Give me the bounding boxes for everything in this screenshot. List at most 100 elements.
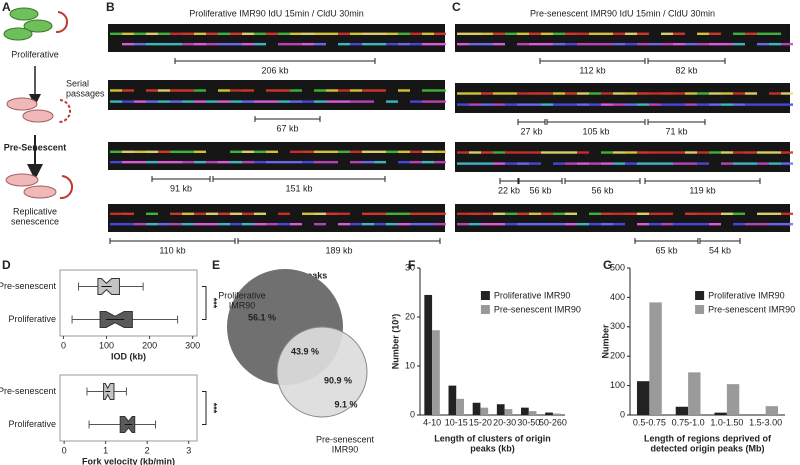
fiber-strand bbox=[218, 160, 230, 164]
fiber-strand bbox=[362, 100, 374, 103]
bar bbox=[528, 411, 537, 415]
scale-label: 112 kb bbox=[579, 65, 605, 75]
fiber-strand bbox=[302, 32, 314, 35]
fiber-strand bbox=[290, 150, 302, 153]
fiber-strand bbox=[529, 212, 541, 215]
fiber-strand bbox=[230, 222, 242, 226]
fiber-strand bbox=[481, 103, 493, 106]
fiber-strand bbox=[541, 212, 553, 215]
fiber-strand bbox=[206, 222, 218, 226]
fiber-strand bbox=[194, 32, 206, 35]
fiber-strand bbox=[469, 212, 481, 215]
fiber-strand bbox=[302, 160, 314, 164]
fiber-strand bbox=[601, 103, 613, 106]
fiber-strand bbox=[242, 42, 254, 46]
y-tick-label: 100 bbox=[610, 380, 625, 390]
fiber-strand bbox=[242, 32, 254, 35]
fiber-strand bbox=[733, 32, 745, 35]
fiber-strand bbox=[625, 92, 637, 95]
fiber-strand bbox=[517, 162, 529, 165]
fiber-strand bbox=[541, 222, 553, 226]
bar bbox=[726, 384, 740, 415]
fiber-strand bbox=[410, 42, 422, 46]
fiber-strand bbox=[362, 160, 374, 164]
x-tick-label: 2 bbox=[145, 445, 150, 455]
fiber-strand bbox=[230, 150, 242, 153]
fiber-strand bbox=[182, 150, 194, 153]
fiber-strand bbox=[757, 32, 769, 35]
fiber-strand bbox=[457, 222, 469, 226]
fiber-strand bbox=[242, 212, 254, 215]
fiber-strand bbox=[290, 89, 302, 92]
fiber-strand bbox=[673, 42, 685, 46]
fiber-strand bbox=[685, 212, 697, 215]
fiber-strand bbox=[194, 42, 206, 46]
fiber-strand bbox=[529, 162, 541, 165]
fiber-strand bbox=[661, 222, 673, 226]
fiber-strand bbox=[146, 160, 158, 164]
fiber-strand bbox=[469, 92, 481, 95]
fiber-strand bbox=[386, 222, 398, 226]
fiber-strand bbox=[625, 103, 637, 106]
fiber-strand bbox=[493, 42, 505, 46]
fiber-image bbox=[455, 142, 790, 172]
fiber-strand bbox=[601, 32, 613, 35]
fiber-strand bbox=[529, 32, 541, 35]
fiber-strand bbox=[553, 212, 565, 215]
cell bbox=[23, 185, 57, 199]
cell bbox=[3, 27, 33, 41]
legend-label: Pre-senescent IMR90 bbox=[708, 304, 795, 314]
fiber-strand bbox=[266, 222, 278, 226]
legend-swatch bbox=[480, 291, 490, 300]
fiber-strand bbox=[589, 162, 601, 165]
fiber-strand bbox=[338, 150, 350, 153]
y-tick-label: Proliferative bbox=[8, 314, 56, 324]
y-tick-label: 400 bbox=[610, 292, 625, 302]
fiber-strand bbox=[685, 103, 697, 106]
fiber-strand bbox=[290, 32, 302, 35]
scale-label: 56 kb bbox=[529, 185, 551, 195]
fiber-strand bbox=[218, 100, 230, 103]
fiber-strand bbox=[314, 42, 326, 46]
fiber-strand bbox=[374, 42, 386, 46]
fiber-strand bbox=[374, 150, 386, 153]
bar bbox=[765, 406, 779, 415]
fiber-strand bbox=[469, 32, 481, 35]
fiber-strand bbox=[505, 212, 517, 215]
fiber-strand bbox=[146, 222, 158, 226]
fiber-strand bbox=[302, 150, 314, 153]
fiber-strand bbox=[242, 89, 254, 92]
x-axis-label: Length of regions deprived of bbox=[644, 433, 772, 443]
fiber-strand bbox=[697, 103, 709, 106]
fiber-strand bbox=[613, 212, 625, 215]
fiber-strand bbox=[769, 212, 781, 215]
scale-bar bbox=[564, 178, 641, 184]
scale-bar bbox=[546, 119, 646, 125]
fiber-strand bbox=[434, 160, 446, 164]
fiber-strand bbox=[733, 42, 745, 46]
fiber-strand bbox=[685, 162, 697, 165]
cell-label: Serial bbox=[66, 78, 89, 88]
fiber-strand bbox=[769, 151, 781, 154]
fiber-strand bbox=[769, 162, 781, 165]
x-tick-label: 1.5-3.00 bbox=[749, 417, 782, 427]
fiber-strand bbox=[697, 92, 709, 95]
fiber-strand bbox=[505, 222, 517, 226]
x-tick-label: 15-20 bbox=[469, 417, 492, 427]
fiber-strand bbox=[122, 222, 134, 226]
legend-label: Proliferative IMR90 bbox=[494, 290, 571, 300]
region-label: 56.1 % bbox=[248, 312, 276, 322]
fiber-strand bbox=[649, 42, 661, 46]
fiber-strand bbox=[410, 212, 422, 215]
fiber-strand bbox=[517, 92, 529, 95]
fiber-strand bbox=[661, 32, 673, 35]
fiber-strand bbox=[661, 92, 673, 95]
fiber-strand bbox=[194, 222, 206, 226]
fiber-strand bbox=[338, 222, 350, 226]
scale-label: 119 kb bbox=[689, 185, 715, 195]
scale-bar bbox=[151, 176, 211, 182]
fiber-strand bbox=[422, 222, 434, 226]
fiber-strand bbox=[637, 222, 649, 226]
fiber-strand bbox=[278, 42, 290, 46]
